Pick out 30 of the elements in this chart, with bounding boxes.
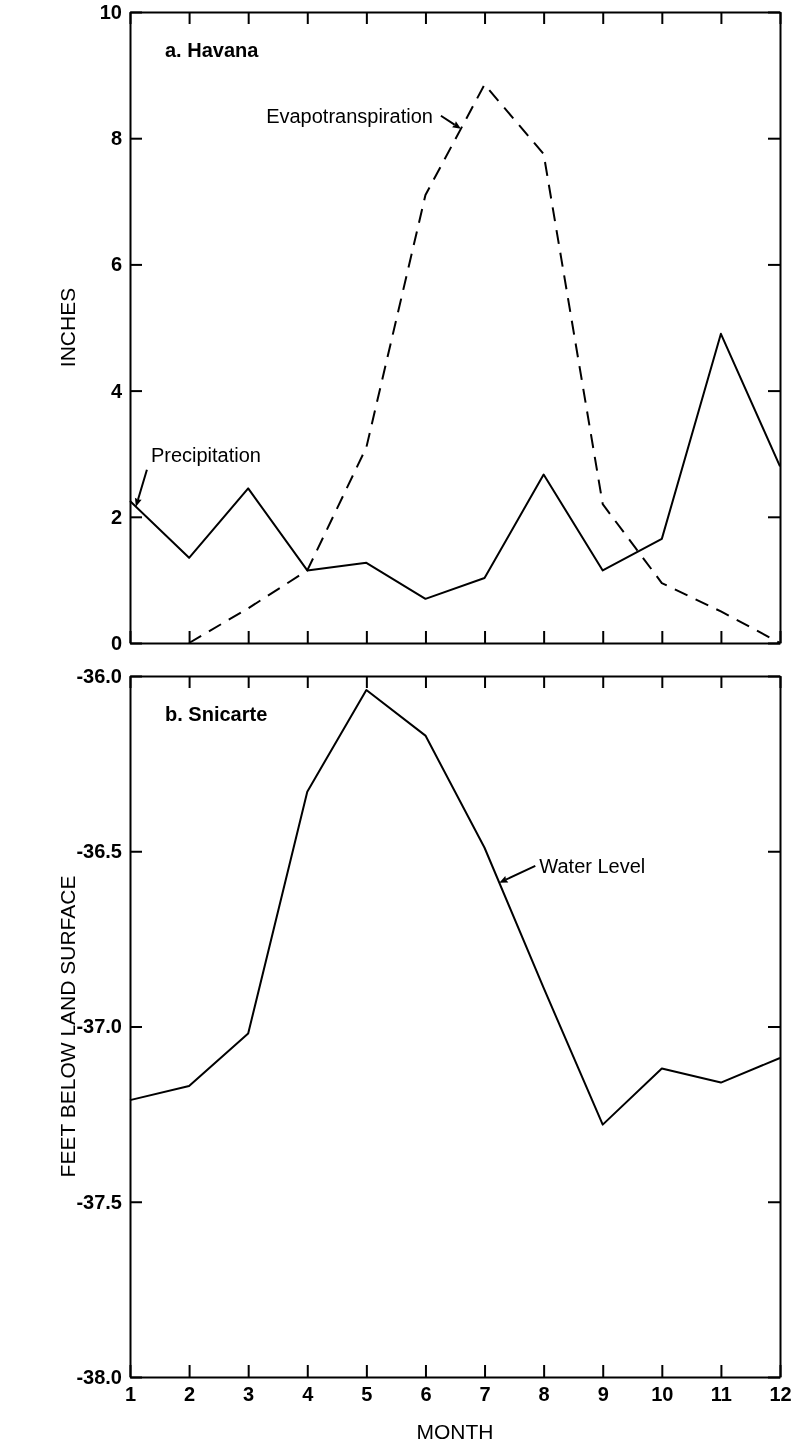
x-tick-label: 8 [538,1383,550,1406]
legend-label: Water Level [539,854,646,877]
y-tick-label: 2 [110,505,122,528]
y-tick-label: 8 [110,127,122,150]
x-tick-label: 11 [710,1383,732,1406]
y-tick-label: -37.0 [76,1015,122,1038]
y-tick-label: 6 [110,253,122,276]
legend-label: Evapotranspiration [266,104,433,127]
y-tick-label: -37.5 [76,1190,122,1213]
text: b. Snicarte [165,703,268,725]
x-tick-label: 3 [243,1383,255,1406]
x-tick-label: 1 [124,1383,137,1406]
y-tick-label: -36.5 [76,840,122,863]
y-tick-label: 4 [110,379,123,402]
x-axis-title: MONTH [416,1420,494,1443]
x-tick-label: 12 [769,1383,792,1406]
x-tick-label: 7 [479,1383,491,1406]
x-tick-label: 10 [651,1383,674,1406]
text: a. Havana [165,39,260,61]
series-label: Precipitation [150,443,261,466]
y-tick-label: -38.0 [76,1365,122,1388]
y-tick-label: 10 [99,0,122,23]
x-tick-label: 4 [302,1383,315,1406]
x-tick-label: 6 [420,1383,432,1406]
x-tick-label: 5 [361,1383,373,1406]
x-tick-label: 2 [184,1383,196,1406]
x-tick-label: 9 [597,1383,609,1406]
y-tick-label: 0 [110,631,122,654]
y-axis-title: INCHES [56,287,79,368]
y-tick-label: -36.0 [76,664,122,687]
